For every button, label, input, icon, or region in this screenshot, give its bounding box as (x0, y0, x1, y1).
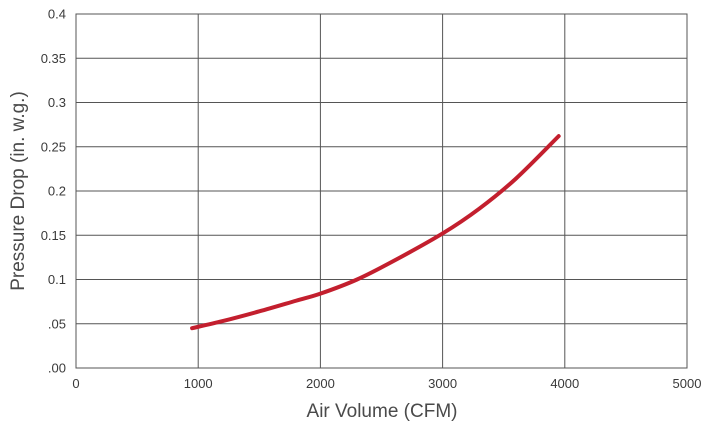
y-tick-label: .05 (48, 316, 66, 331)
x-tick-label: 2000 (306, 376, 335, 391)
x-tick-label: 0 (72, 376, 79, 391)
tick-labels: 0 1000 2000 3000 4000 5000 .00 .05 0.1 0.15 0.2 0.2… (41, 7, 702, 392)
y-tick-label: 0.2 (48, 184, 66, 199)
series-layer (190, 134, 561, 331)
y-tick-label: 0.1 (48, 272, 66, 287)
plot-frame (75, 13, 688, 369)
y-tick-label: .00 (48, 361, 66, 376)
y-tick-label: 0.25 (41, 139, 66, 154)
x-tick-label: 4000 (550, 376, 579, 391)
pressure-drop-curve (190, 134, 561, 331)
y-tick-label: 0.15 (41, 228, 66, 243)
x-axis-title: Air Volume (CFM) (307, 401, 458, 422)
y-tick-label: 0.4 (48, 7, 66, 22)
y-tick-label: 0.35 (41, 51, 66, 66)
grid (75, 13, 688, 369)
y-tick-label: 0.3 (48, 95, 66, 110)
x-tick-label: 3000 (428, 376, 457, 391)
x-tick-label: 5000 (673, 376, 702, 391)
x-tick-label: 1000 (184, 376, 213, 391)
y-axis-title: Pressure Drop (in. w.g.) (8, 91, 29, 291)
